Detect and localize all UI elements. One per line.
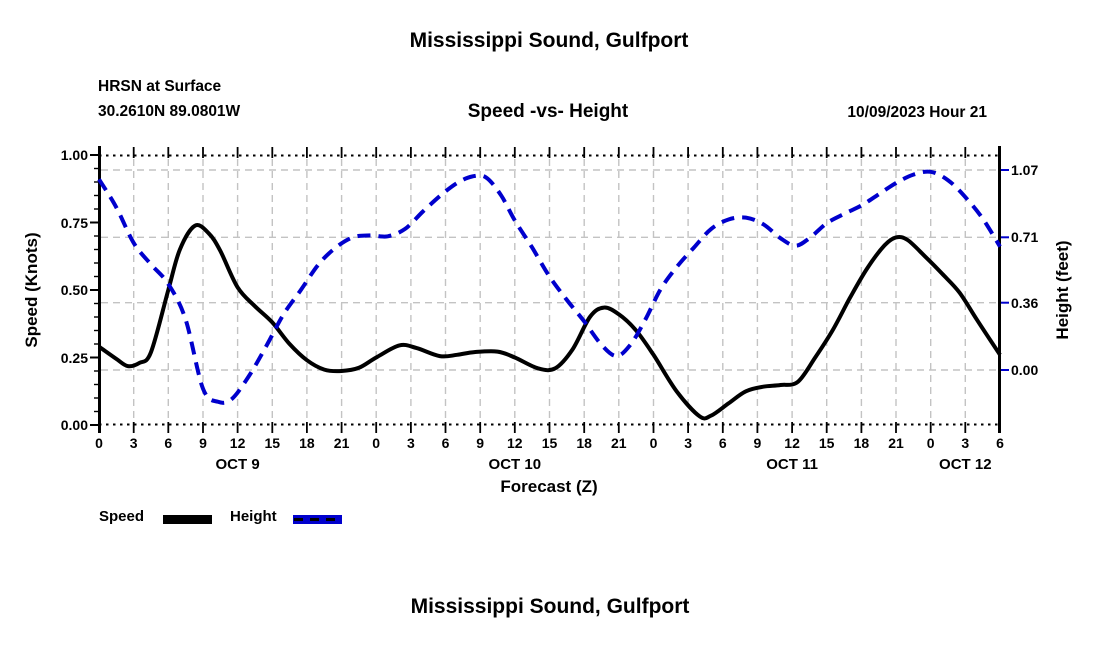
x-tick-label: 18 [299, 435, 315, 451]
chart-title: Speed -vs- Height [467, 101, 629, 122]
x-day-label: OCT 12 [939, 456, 992, 473]
series-speed-curve [97, 223, 1002, 421]
x-tick-label: 15 [264, 435, 281, 451]
footer-title: Mississippi Sound, Gulfport [410, 595, 690, 618]
legend-height-label: Height [230, 508, 277, 525]
x-tick-label: 3 [961, 435, 970, 451]
x-tick-label: 0 [372, 435, 381, 451]
x-tick-label: 0 [95, 435, 103, 451]
x-tick-label: 3 [684, 435, 692, 451]
x-tick-label: 21 [611, 435, 627, 451]
x-tick-label: 12 [507, 435, 523, 451]
x-tick-label: 3 [406, 435, 415, 451]
x-day-label: OCT 10 [488, 456, 542, 473]
y-left-tick-label: 0.00 [60, 417, 88, 433]
x-tick-label: 21 [333, 435, 350, 451]
y-right-tick-label: 0.71 [1011, 229, 1039, 246]
datetime-label: 10/09/2023 Hour 21 [847, 104, 987, 121]
x-tick-label: 6 [718, 435, 727, 451]
legend-speed-line-swatch [163, 515, 212, 524]
coordinates-label: 30.2610N 89.0801W [98, 103, 241, 120]
series-height-curve [97, 169, 1002, 405]
page-title: Mississippi Sound, Gulfport [409, 29, 689, 52]
x-tick-label: 0 [649, 435, 658, 451]
legend-height-dash-pattern [294, 518, 341, 521]
x-tick-label: 6 [996, 435, 1004, 451]
x-tick-label: 3 [129, 435, 138, 451]
legend-height-line-swatch [293, 515, 342, 524]
x-day-label: OCT 11 [766, 456, 818, 473]
y-right-tick-label: 1.07 [1011, 162, 1039, 178]
x-tick-label: 21 [888, 435, 904, 451]
x-tick-label: 15 [818, 435, 835, 451]
y-right-tick-label: 0.00 [1011, 362, 1039, 378]
x-tick-label: 9 [476, 435, 485, 451]
x-tick-label: 12 [784, 435, 800, 451]
x-tick-label: 18 [853, 435, 870, 451]
x-tick-label: 15 [541, 435, 558, 451]
y-axis-label-right: Height (feet) [1053, 240, 1072, 340]
x-tick-label: 6 [164, 435, 173, 451]
y-right-tick-label: 0.36 [1011, 294, 1039, 311]
y-left-tick-label: 1.00 [60, 147, 88, 163]
legend-speed-label: Speed [99, 508, 145, 525]
x-day-label: OCT 9 [215, 456, 260, 473]
y-axis-label-left: Speed (Knots) [22, 232, 41, 348]
x-tick-label: 0 [926, 435, 935, 451]
y-left-tick-label: 0.50 [60, 282, 88, 298]
y-left-tick-label: 0.75 [60, 214, 88, 231]
x-axis-label: Forecast (Z) [500, 477, 598, 496]
x-tick-label: 18 [576, 435, 592, 451]
x-tick-label: 9 [199, 435, 207, 451]
station-label: HRSN at Surface [98, 78, 222, 95]
x-tick-label: 12 [229, 435, 246, 451]
x-tick-label: 9 [753, 435, 762, 451]
y-left-tick-label: 0.25 [60, 349, 88, 366]
x-tick-label: 6 [441, 435, 450, 451]
